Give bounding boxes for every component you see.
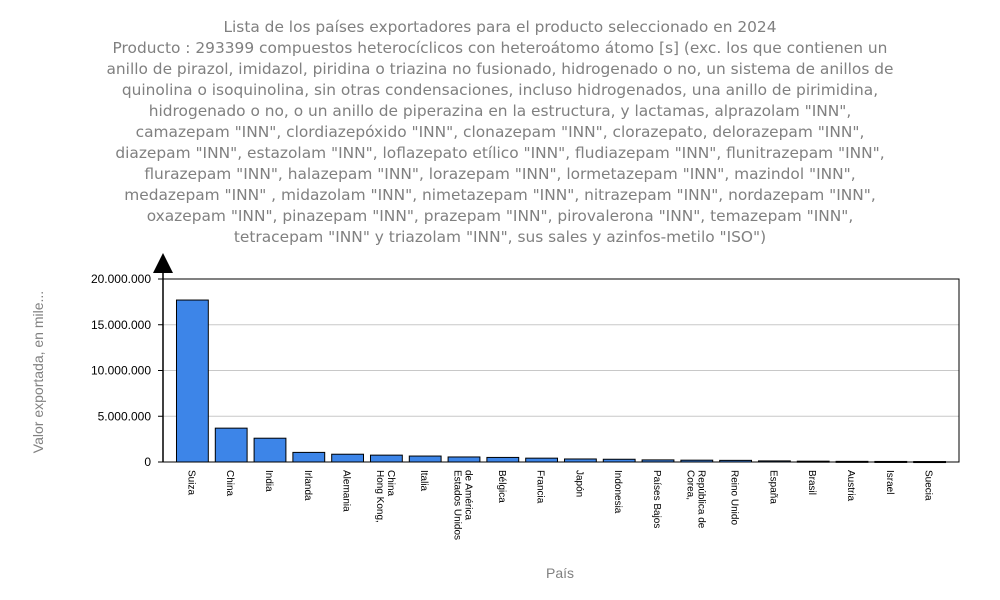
bar[interactable] bbox=[253, 437, 287, 463]
x-category-label-line: Bélgica bbox=[496, 470, 507, 503]
x-category-label-line: Israel bbox=[884, 470, 895, 494]
x-category-label-line: Estados Unidos bbox=[452, 470, 463, 540]
title-line: quinolina o isoquinolina, sin otras cond… bbox=[121, 81, 879, 99]
bar[interactable] bbox=[292, 451, 326, 463]
bar[interactable] bbox=[214, 427, 248, 463]
x-category-label-line: Indonesia bbox=[612, 470, 623, 514]
x-axis-title: País bbox=[546, 565, 574, 581]
bar[interactable] bbox=[175, 299, 209, 463]
x-category-label-line: China bbox=[385, 470, 396, 497]
x-category-label-line: China bbox=[224, 470, 235, 497]
title-line: medazepam "INN" , midazolam "INN", nimet… bbox=[124, 186, 876, 204]
bar[interactable] bbox=[602, 458, 636, 463]
x-category-label-line: Hong Kong, bbox=[374, 470, 385, 523]
x-category-label-line: Reino Unido bbox=[729, 470, 740, 525]
y-tick-label: 20.000.000 bbox=[91, 272, 151, 286]
x-category-label-line: Suiza bbox=[185, 470, 196, 495]
y-tick-label: 15.000.000 bbox=[91, 318, 151, 332]
x-category-label: Suecia bbox=[923, 470, 934, 501]
x-category-label-line: Japón bbox=[573, 470, 584, 497]
x-category-label: España bbox=[767, 470, 778, 504]
x-category-label: Alemania bbox=[341, 470, 352, 512]
bar[interactable] bbox=[525, 457, 559, 463]
x-category-label-line: Suecia bbox=[923, 470, 934, 501]
x-category-label-line: República de bbox=[695, 470, 706, 529]
x-category-label: India bbox=[263, 470, 274, 492]
x-category-label: Estados Unidos de América bbox=[452, 470, 474, 540]
x-category-label-line: Francia bbox=[535, 470, 546, 504]
bar[interactable] bbox=[408, 455, 442, 463]
bar[interactable] bbox=[680, 459, 714, 463]
title-line: diazepam "INN", estazolam "INN", loflaze… bbox=[115, 144, 885, 162]
x-category-label: China bbox=[224, 470, 235, 497]
x-category-label: Japón bbox=[573, 470, 584, 497]
bar[interactable] bbox=[563, 458, 597, 463]
y-axis-arrow-icon bbox=[153, 253, 173, 273]
title-line: flurazepam "INN", halazepam "INN", loraz… bbox=[144, 165, 856, 183]
x-category-label-line: Países Bajos bbox=[651, 470, 662, 528]
x-category-label: Italia bbox=[418, 470, 429, 492]
title-line: anillo de pirazol, imidazol, piridina o … bbox=[106, 60, 894, 78]
y-axis-ticks: 0 5.000.000 10.000.000 15.000.000 20.000.000 bbox=[91, 272, 163, 469]
x-category-label-line: Italia bbox=[418, 470, 429, 492]
x-category-label-line: India bbox=[263, 470, 274, 492]
title-line: Lista de los países exportadores para el… bbox=[223, 18, 777, 36]
title-line: hidrogenado o no, o un anillo de piperaz… bbox=[148, 102, 852, 120]
x-category-label: Francia bbox=[535, 470, 546, 504]
y-tick-label: 5.000.000 bbox=[98, 409, 152, 423]
x-category-label-line: Corea, bbox=[684, 470, 695, 500]
x-category-label: Países Bajos bbox=[651, 470, 662, 528]
x-category-label: Reino Unido bbox=[729, 470, 740, 525]
y-tick-label: 10.000.000 bbox=[91, 364, 151, 378]
bar[interactable] bbox=[913, 461, 947, 464]
bar[interactable] bbox=[486, 456, 520, 463]
x-axis-categories: Suiza China India Irlanda Alemania Hong Kong,… bbox=[185, 470, 933, 540]
bar[interactable] bbox=[757, 460, 791, 463]
x-category-label: Bélgica bbox=[496, 470, 507, 503]
bar[interactable] bbox=[874, 460, 908, 463]
x-category-label: Corea, República de bbox=[684, 470, 706, 529]
x-category-label: Israel bbox=[884, 470, 895, 494]
x-category-label-line: Brasil bbox=[806, 470, 817, 495]
bar[interactable] bbox=[796, 460, 830, 463]
x-category-label-line: Alemania bbox=[341, 470, 352, 512]
bar[interactable] bbox=[835, 460, 869, 463]
x-category-label-line: Austria bbox=[845, 470, 856, 502]
bar[interactable] bbox=[641, 459, 675, 463]
y-axis-title: Valor exportada, en mile... bbox=[30, 291, 46, 453]
title-line: Producto : 293399 compuestos heterocícli… bbox=[112, 39, 888, 57]
title-line: tetracepam "INN" y triazolam "INN", sus … bbox=[233, 228, 767, 246]
gridlines bbox=[163, 324, 959, 417]
title-line: camazepam "INN", clordiazepóxido "INN", … bbox=[135, 123, 865, 141]
x-category-label: Indonesia bbox=[612, 470, 623, 514]
title-line: oxazepam "INN", pinazepam "INN", prazepa… bbox=[146, 207, 854, 225]
bars bbox=[175, 299, 947, 464]
x-category-label: Irlanda bbox=[302, 470, 313, 501]
bar[interactable] bbox=[369, 454, 403, 463]
y-tick-label: 0 bbox=[144, 455, 151, 469]
x-category-label-line: de América bbox=[463, 470, 474, 520]
x-category-label: Hong Kong, China bbox=[374, 470, 396, 523]
x-category-label-line: Irlanda bbox=[302, 470, 313, 501]
x-category-label: Suiza bbox=[185, 470, 196, 495]
bar[interactable] bbox=[719, 459, 753, 463]
bar[interactable] bbox=[331, 453, 365, 463]
bar[interactable] bbox=[447, 456, 481, 463]
x-category-label: Austria bbox=[845, 470, 856, 502]
chart-title: Lista de los países exportadores para el… bbox=[0, 17, 1000, 248]
x-category-label-line: España bbox=[767, 470, 778, 504]
x-category-label: Brasil bbox=[806, 470, 817, 495]
